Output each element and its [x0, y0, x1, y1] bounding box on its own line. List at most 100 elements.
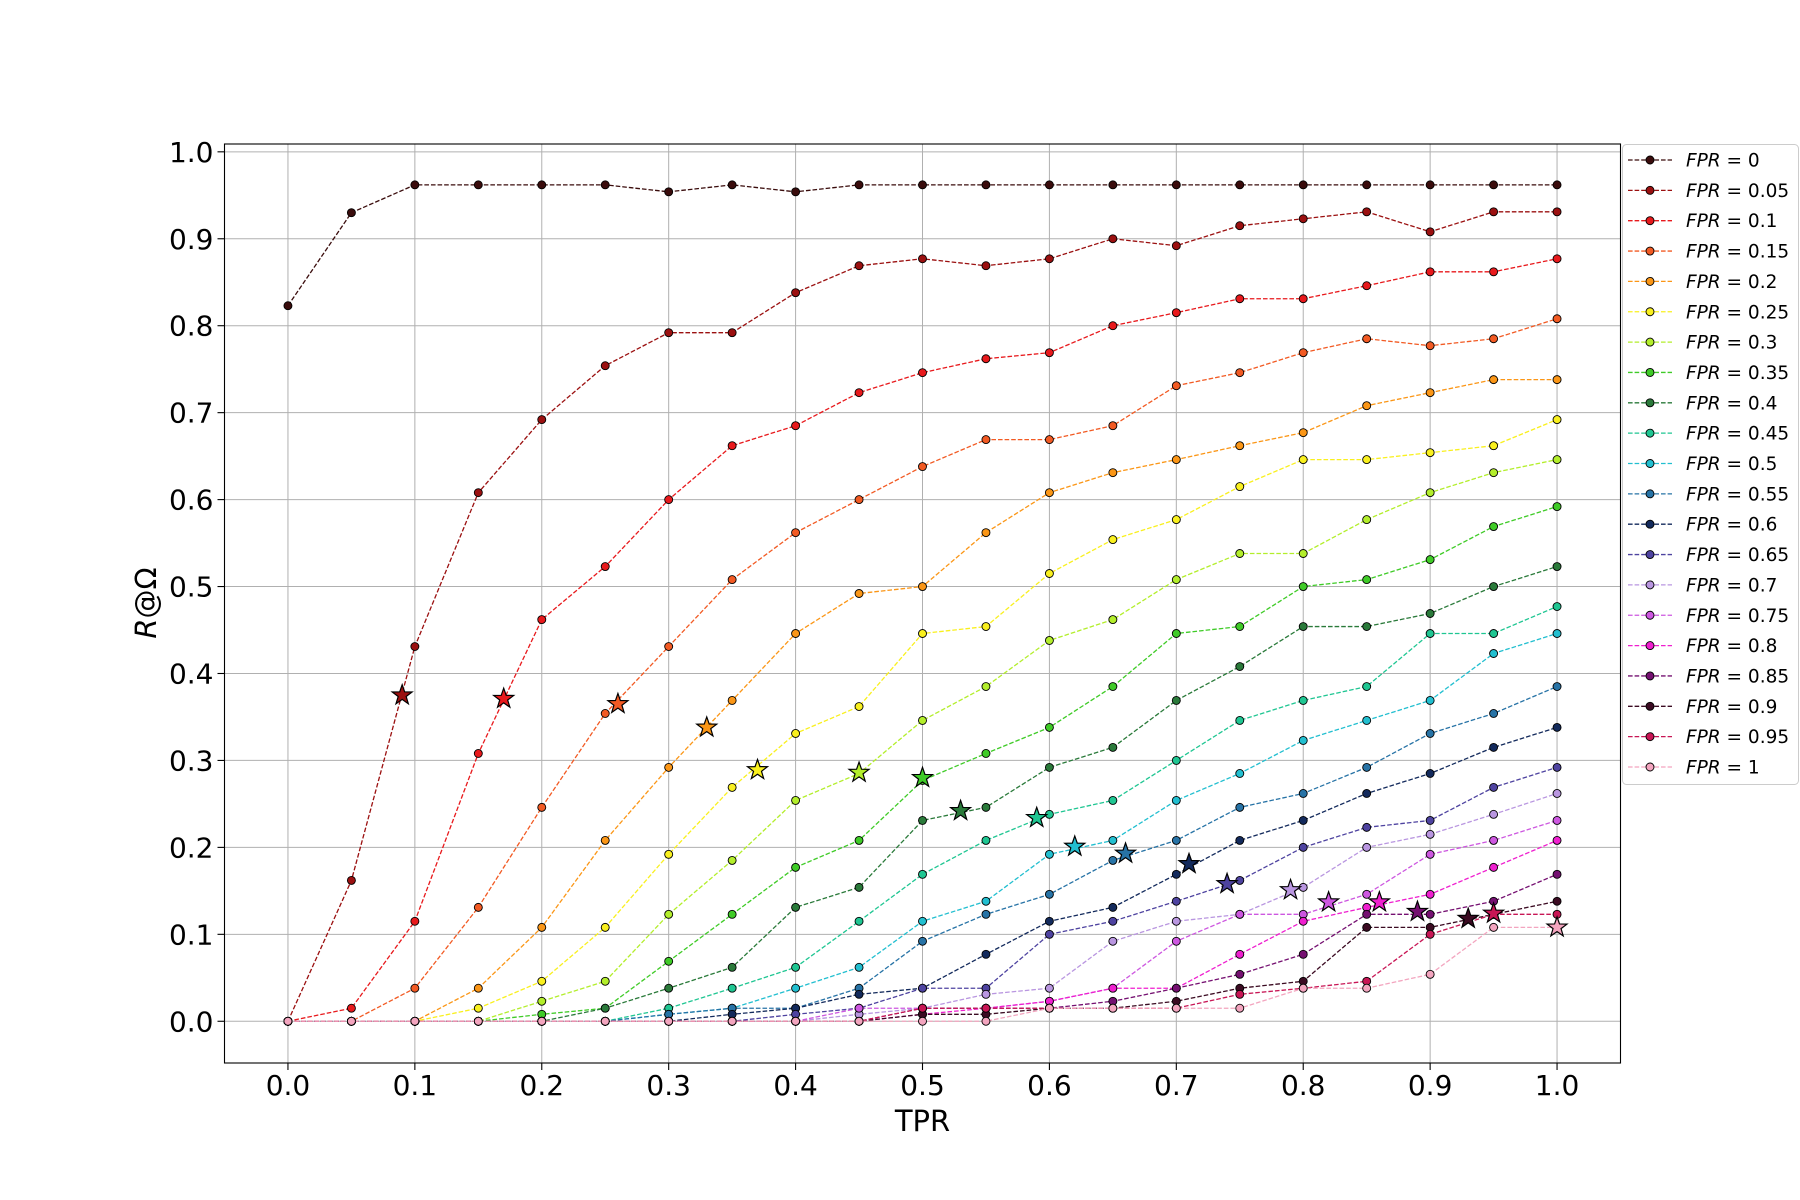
- data-point: [346, 1003, 356, 1013]
- data-point: [346, 1016, 356, 1026]
- legend-label: FPR = 0.55: [1686, 484, 1789, 505]
- data-point: [1489, 267, 1499, 277]
- legend-entry: FPR = 0.1: [1628, 211, 1777, 232]
- data-point: [1235, 715, 1245, 725]
- legend-frame: [1622, 144, 1799, 785]
- data-point: [1552, 896, 1562, 906]
- data-point: [1298, 916, 1308, 926]
- data-point: [1489, 862, 1499, 872]
- data-point: [1425, 388, 1435, 398]
- data-point: [918, 1003, 927, 1013]
- series-group: [283, 207, 1562, 1026]
- data-point: [1171, 241, 1181, 251]
- data-point: [1108, 835, 1118, 845]
- data-point: [1489, 649, 1499, 658]
- data-point: [1425, 629, 1435, 638]
- data-point: [664, 762, 674, 772]
- data-point: [410, 916, 420, 926]
- data-point: [854, 1016, 864, 1026]
- data-point: [1552, 254, 1562, 264]
- star-marker: [948, 798, 973, 821]
- data-point: [1171, 575, 1181, 585]
- legend-marker: [1645, 671, 1655, 681]
- legend-label: FPR = 0.95: [1686, 727, 1789, 748]
- x-tick-label: 0.8: [1281, 1069, 1326, 1102]
- legend-marker: [1645, 610, 1655, 620]
- data-point: [1362, 909, 1372, 919]
- data-point: [1425, 929, 1435, 939]
- data-point: [1298, 428, 1308, 438]
- legend-marker: [1645, 641, 1655, 651]
- data-point: [664, 328, 674, 338]
- data-point: [1235, 969, 1245, 979]
- data-point: [1235, 441, 1245, 451]
- data-point: [1235, 221, 1245, 231]
- series-group: [283, 922, 1562, 1026]
- legend-entry: FPR = 0.85: [1628, 666, 1789, 687]
- data-point: [1298, 549, 1308, 558]
- y-tick-label: 0.8: [169, 310, 214, 343]
- star-marker: [1113, 841, 1138, 864]
- data-point: [981, 896, 991, 906]
- data-point: [1425, 815, 1435, 825]
- data-point: [1235, 989, 1245, 999]
- data-point: [1298, 180, 1308, 190]
- data-point: [1425, 180, 1435, 190]
- legend-entry: FPR = 0.5: [1628, 454, 1777, 475]
- data-point: [283, 301, 293, 311]
- data-point: [1108, 615, 1118, 625]
- data-point: [854, 261, 864, 271]
- legend-marker: [1645, 550, 1655, 559]
- star-marker: [910, 765, 935, 788]
- data-point: [1171, 795, 1181, 805]
- data-point: [1298, 842, 1308, 852]
- legend-label: FPR = 0.65: [1686, 545, 1789, 566]
- legend-entry: FPR = 0.4: [1628, 393, 1777, 414]
- data-point: [1171, 1003, 1181, 1013]
- data-point: [918, 582, 927, 591]
- data-point: [1362, 622, 1372, 631]
- data-point: [1552, 762, 1562, 772]
- star-marker: [390, 682, 414, 706]
- data-point: [1489, 742, 1499, 752]
- data-point: [1044, 1003, 1054, 1013]
- data-point: [600, 976, 610, 986]
- legend-entry: FPR = 0.05: [1628, 181, 1789, 202]
- data-point: [918, 254, 927, 264]
- data-point: [981, 949, 991, 959]
- data-point: [918, 715, 927, 725]
- data-point: [791, 983, 801, 993]
- star-marker: [491, 686, 516, 709]
- data-point: [1171, 308, 1181, 318]
- data-point: [1489, 582, 1499, 591]
- data-point: [918, 629, 927, 638]
- legend-marker: [1645, 580, 1655, 590]
- data-point: [1298, 983, 1308, 993]
- data-point: [537, 615, 547, 625]
- legend-label: FPR = 0.35: [1686, 363, 1789, 384]
- legend-entry: FPR = 0.2: [1628, 272, 1777, 293]
- data-point: [1552, 682, 1562, 691]
- data-point: [537, 1016, 547, 1026]
- data-point: [1362, 789, 1372, 798]
- data-point: [1108, 180, 1118, 190]
- data-point: [346, 875, 356, 885]
- data-point: [1108, 742, 1118, 752]
- data-point: [854, 589, 864, 598]
- legend-label: FPR = 0.7: [1686, 575, 1777, 596]
- data-point: [791, 528, 801, 538]
- legend-label: FPR = 0.75: [1686, 606, 1789, 627]
- data-point: [473, 488, 483, 498]
- data-point: [1552, 629, 1562, 638]
- y-tick-label: 0.6: [169, 484, 214, 517]
- y-tick-label: 0.3: [169, 744, 214, 777]
- data-point: [1044, 983, 1054, 993]
- x-tick-label: 1.0: [1535, 1069, 1580, 1102]
- data-point: [1044, 180, 1054, 190]
- legend-entry: FPR = 0.3: [1628, 333, 1777, 354]
- legend-entry: FPR = 0.65: [1628, 545, 1789, 566]
- legend-label: FPR = 0.1: [1686, 211, 1777, 232]
- series-line: [287, 458, 1558, 1022]
- legend-label: FPR = 0.6: [1686, 515, 1777, 536]
